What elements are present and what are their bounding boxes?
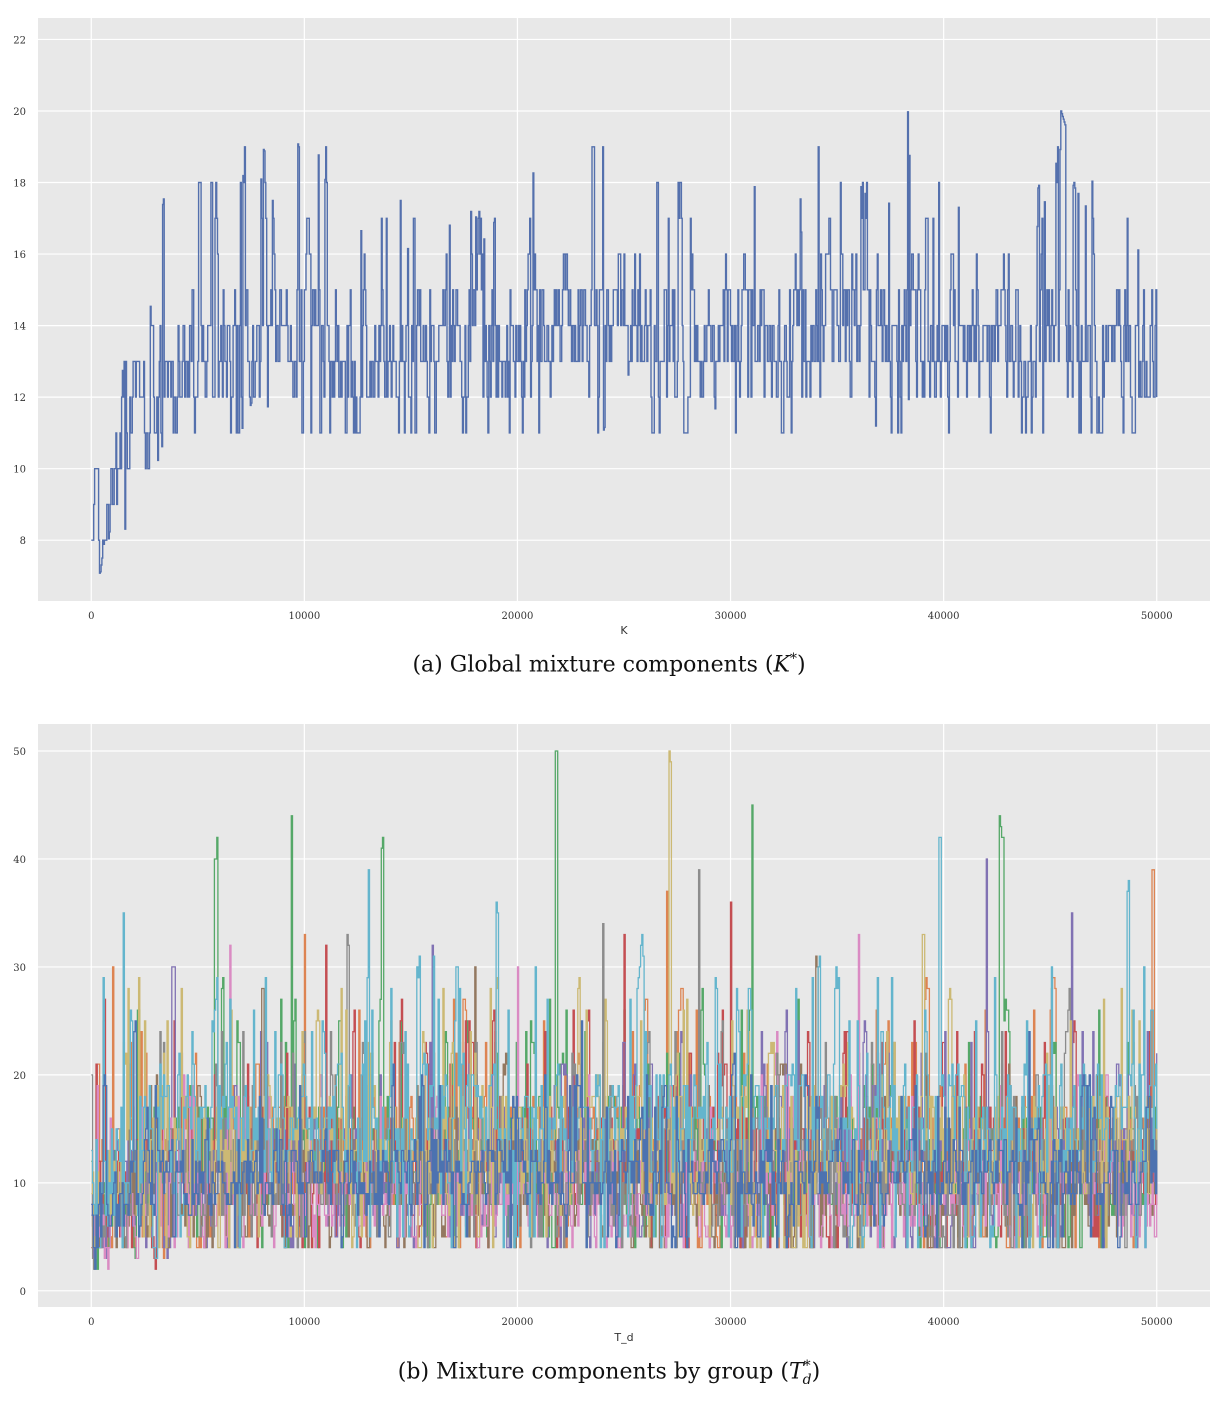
chart-b-series-line-9 xyxy=(91,1020,1158,1270)
caption-b-sup: * xyxy=(803,1358,811,1374)
chart-a-x-tick-label: 0 xyxy=(88,611,94,622)
chart-global-mixture-components: 0 10000 20000 30000 40000 50000 8 10 12 14 16 18 20 2… xyxy=(13,18,1210,637)
caption-a-sup: * xyxy=(789,651,797,667)
chart-b-y-tick-label: 10 xyxy=(13,1179,26,1190)
chart-b-x-tick-label: 50000 xyxy=(1141,1317,1173,1328)
chart-b-y-tick-label: 50 xyxy=(13,747,26,758)
chart-b-x-axis-label: T_d xyxy=(613,1331,633,1344)
chart-b-x-tick-label: 30000 xyxy=(715,1317,747,1328)
chart-b-x-tick-label: 0 xyxy=(88,1317,94,1328)
chart-b-y-tick-label: 20 xyxy=(13,1071,26,1082)
caption-b-suffix: ) xyxy=(811,1359,821,1385)
chart-b-x-tick-label: 20000 xyxy=(502,1317,534,1328)
chart-a-x-tick-label: 20000 xyxy=(502,611,534,622)
chart-a-x-tick-label: 10000 xyxy=(288,611,320,622)
chart-a-y-tick-label: 10 xyxy=(13,465,26,476)
chart-a-x-axis-label: K xyxy=(620,624,628,637)
panel-global-components: 0 10000 20000 30000 40000 50000 8 10 12 14 16 18 20 2… xyxy=(0,0,1218,700)
caption-b: (b) Mixture components by group (T*d) xyxy=(0,1358,1218,1388)
chart-a-y-tick-label: 20 xyxy=(13,107,26,118)
chart-a-y-tick-label: 8 xyxy=(20,536,26,547)
caption-b-prefix: (b) Mixture components by group ( xyxy=(397,1359,789,1385)
chart-a-y-tick-label: 16 xyxy=(13,250,26,261)
chart-a-x-tick-label: 50000 xyxy=(1141,611,1173,622)
panel-group-components: 0 10000 20000 30000 40000 50000 0 10 20 30 40 50 T_d… xyxy=(0,708,1218,1401)
caption-a: (a) Global mixture components (K*) xyxy=(0,651,1218,677)
chart-b-x-tick-label: 40000 xyxy=(928,1317,960,1328)
chart-b-x-tick-label: 10000 xyxy=(288,1317,320,1328)
chart-a-y-tick-label: 18 xyxy=(13,179,26,190)
chart-a-y-tick-label: 14 xyxy=(13,322,26,333)
caption-a-prefix: (a) Global mixture components ( xyxy=(412,652,774,678)
chart-a-series-line xyxy=(91,110,1158,574)
chart-a-x-tick-label: 40000 xyxy=(928,611,960,622)
chart-a-y-tick-label: 12 xyxy=(13,393,26,404)
chart-b-y-tick-label: 30 xyxy=(13,963,26,974)
chart-b-y-tick-label: 0 xyxy=(20,1287,26,1298)
chart-mixture-components-by-group: 0 10000 20000 30000 40000 50000 0 10 20 30 40 50 T_d xyxy=(13,724,1210,1344)
caption-b-symbol: T xyxy=(788,1359,804,1385)
caption-b-sub: d xyxy=(802,1371,812,1388)
chart-b-y-tick-label: 40 xyxy=(13,855,26,866)
chart-a-x-tick-label: 30000 xyxy=(715,611,747,622)
chart-a-y-tick-label: 22 xyxy=(13,35,26,46)
caption-a-symbol: K xyxy=(773,652,790,678)
caption-a-suffix: ) xyxy=(796,652,806,678)
